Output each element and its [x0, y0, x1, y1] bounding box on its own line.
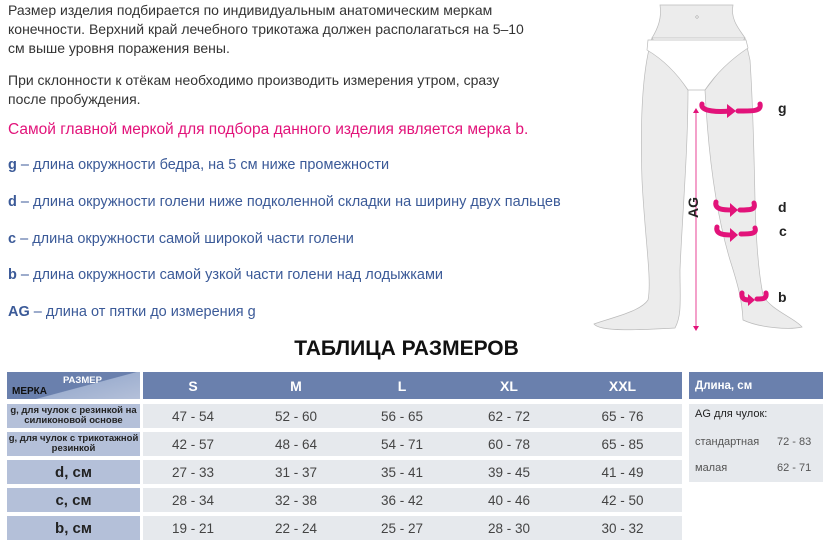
length-subheader: AG для чулок:: [695, 408, 768, 420]
table-cell: 42 - 50: [563, 488, 682, 512]
table-cell: 31 - 37: [243, 460, 349, 484]
right-leg: [704, 37, 803, 329]
table-cell: 39 - 45: [455, 460, 563, 484]
table-cell: 60 - 78: [455, 432, 563, 456]
length-body: AG для чулок: стандартная 72 - 83 малая …: [689, 404, 823, 482]
measure-AG: AG – длина от пятки до измерения g: [8, 304, 256, 320]
leg-illustration: g d c b AG: [593, 4, 803, 331]
table-cell: 54 - 71: [349, 432, 455, 456]
row-label: d, см: [7, 460, 140, 484]
measure-b: b – длина окружности самой узкой части г…: [8, 267, 444, 283]
size-header-xl: XL: [455, 372, 563, 399]
size-header-s: S: [143, 372, 243, 399]
table-cell: 41 - 49: [563, 460, 682, 484]
measure-c: c – длина окружности самой широкой части…: [8, 231, 354, 247]
table-cell: 48 - 64: [243, 432, 349, 456]
row-label: g, для чулок с трикотажной резинкой: [7, 432, 140, 456]
row-label: b, см: [7, 516, 140, 540]
table-cell: 32 - 38: [243, 488, 349, 512]
size-header-m: M: [243, 372, 349, 399]
label-c: c: [779, 223, 787, 239]
table-cell: 62 - 72: [455, 404, 563, 428]
table-cell: 52 - 60: [243, 404, 349, 428]
table-cell: 35 - 41: [349, 460, 455, 484]
highlight-text: Самой главной меркой для подбора данного…: [8, 121, 529, 138]
intro-line: Размер изделия подбирается по индивидуал…: [8, 2, 493, 18]
label-g: g: [778, 100, 787, 116]
intro-line: см выше уровня поражения вены.: [8, 40, 230, 56]
table-cell: 27 - 33: [143, 460, 243, 484]
left-leg: [593, 37, 689, 331]
table-cell: 47 - 54: [143, 404, 243, 428]
briefs: [646, 39, 749, 91]
table-cell: 56 - 65: [349, 404, 455, 428]
table-cell: 65 - 76: [563, 404, 682, 428]
table-cell: 30 - 32: [563, 516, 682, 540]
table-title: ТАБЛИЦА РАЗМЕРОВ: [294, 337, 519, 360]
table-cell: 25 - 27: [349, 516, 455, 540]
corner-cell: РАЗМЕР МЕРКА: [7, 372, 140, 399]
table-cell: 28 - 34: [143, 488, 243, 512]
table-cell: 22 - 24: [243, 516, 349, 540]
intro-line: после пробуждения.: [8, 91, 141, 107]
label-d: d: [778, 199, 787, 215]
torso: [651, 4, 746, 39]
table-cell: 40 - 46: [455, 488, 563, 512]
size-header-l: L: [349, 372, 455, 399]
row-label: c, см: [7, 488, 140, 512]
table-cell: 36 - 42: [349, 488, 455, 512]
table-cell: 28 - 30: [455, 516, 563, 540]
label-b: b: [778, 289, 787, 305]
label-ag: AG: [685, 197, 701, 218]
intro-line: При склонности к отёкам необходимо произ…: [8, 72, 500, 88]
size-header-xxl: XXL: [563, 372, 682, 399]
measure-d: d – длина окружности голени ниже подколе…: [8, 194, 561, 210]
measure-g: g – длина окружности бедра, на 5 см ниже…: [8, 157, 390, 173]
table-cell: 19 - 21: [143, 516, 243, 540]
row-label: g, для чулок с резинкой на силиконовой о…: [7, 404, 140, 428]
table-cell: 42 - 57: [143, 432, 243, 456]
table-cell: 65 - 85: [563, 432, 682, 456]
length-header: Длина, см: [689, 372, 823, 399]
intro-line: конечности. Верхний край лечебного трико…: [8, 21, 524, 37]
